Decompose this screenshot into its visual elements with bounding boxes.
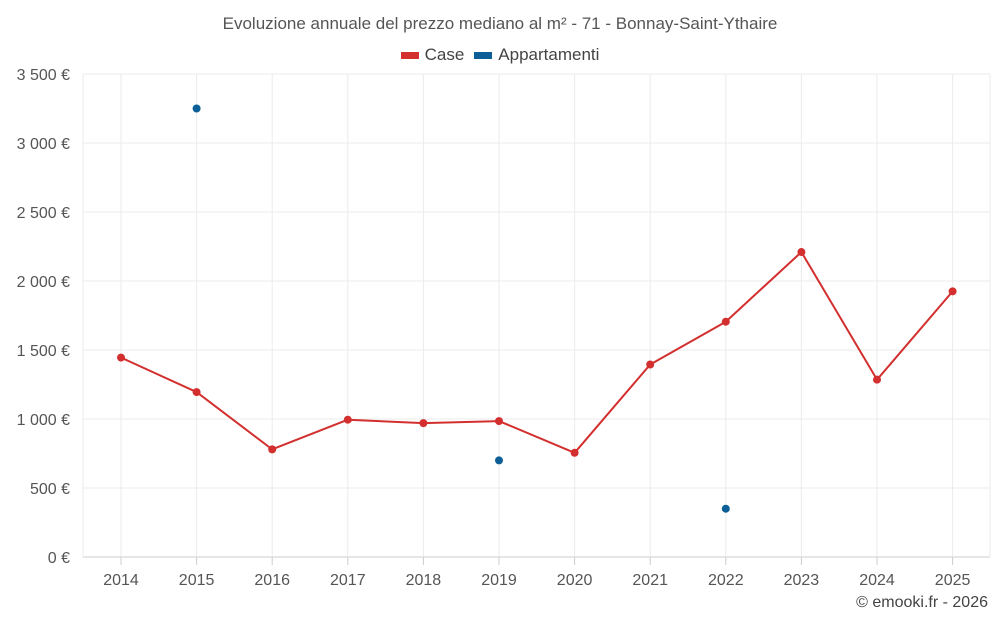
data-point-appartamenti[interactable]	[192, 104, 201, 113]
series-line-case	[120, 251, 954, 454]
data-point-case[interactable]	[117, 353, 125, 362]
x-tick-label: 2021	[632, 572, 668, 589]
data-point-case[interactable]	[192, 388, 201, 397]
x-tick-label: 2020	[557, 572, 593, 589]
x-tick-label: 2015	[179, 572, 215, 589]
data-point-case[interactable]	[570, 448, 579, 457]
x-tick-label: 2017	[330, 572, 366, 589]
data-point-appartamenti[interactable]	[495, 456, 503, 465]
data-point-case[interactable]	[343, 415, 352, 424]
data-point-case[interactable]	[268, 445, 277, 454]
data-point-case[interactable]	[721, 317, 730, 326]
credit-text: © emooki.fr - 2026	[856, 594, 988, 611]
legend-label-case: Case	[424, 45, 465, 64]
x-tick-label: 2024	[859, 572, 895, 589]
y-tick-label: 3 500 €	[17, 67, 70, 84]
legend: Case Appartamenti	[0, 45, 1000, 65]
data-point-case[interactable]	[646, 360, 655, 369]
y-tick-label: 3 000 €	[17, 136, 70, 153]
x-tick-label: 2014	[103, 572, 139, 589]
y-tick-label: 1 000 €	[17, 412, 70, 429]
y-tick-label: 1 500 €	[17, 343, 70, 360]
y-tick-label: 500 €	[30, 481, 70, 498]
data-point-appartamenti[interactable]	[721, 504, 730, 513]
y-tick-label: 2 500 €	[17, 205, 70, 222]
legend-swatch-case	[400, 51, 419, 59]
chart-title: Evoluzione annuale del prezzo mediano al…	[222, 14, 778, 33]
x-tick-label: 2022	[708, 572, 744, 589]
legend-item-appartamenti[interactable]: Appartamenti	[474, 45, 599, 65]
x-tick-label: 2019	[481, 572, 517, 589]
legend-item-case[interactable]: Case	[400, 45, 465, 65]
y-tick-label: 0 €	[48, 550, 70, 567]
x-tick-label: 2018	[406, 572, 442, 589]
y-tick-label: 2 000 €	[17, 274, 70, 291]
legend-swatch-appartamenti	[474, 51, 493, 59]
data-point-case[interactable]	[495, 417, 503, 426]
x-tick-label: 2023	[784, 572, 820, 589]
data-point-case[interactable]	[797, 248, 806, 257]
x-tick-label: 2016	[254, 572, 290, 589]
data-point-case[interactable]	[948, 287, 957, 296]
x-tick-label: 2025	[935, 572, 971, 589]
data-point-case[interactable]	[419, 419, 428, 428]
legend-label-appartamenti: Appartamenti	[498, 45, 600, 64]
data-point-case[interactable]	[873, 375, 881, 384]
